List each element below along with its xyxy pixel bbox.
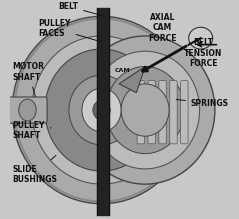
Text: PULLEY
SHAFT: PULLEY SHAFT xyxy=(12,121,51,140)
Ellipse shape xyxy=(189,27,213,49)
FancyBboxPatch shape xyxy=(8,97,47,123)
Ellipse shape xyxy=(93,100,110,120)
Text: BELT: BELT xyxy=(58,2,102,16)
Ellipse shape xyxy=(12,16,191,204)
Ellipse shape xyxy=(32,36,171,184)
Ellipse shape xyxy=(69,75,134,145)
Ellipse shape xyxy=(19,99,36,121)
Text: CAM: CAM xyxy=(115,68,130,73)
Text: BELT
TENSION
FORCE: BELT TENSION FORCE xyxy=(184,39,223,68)
Ellipse shape xyxy=(91,51,200,169)
Ellipse shape xyxy=(45,49,158,171)
Polygon shape xyxy=(119,67,145,93)
Ellipse shape xyxy=(106,67,184,154)
FancyBboxPatch shape xyxy=(181,81,188,144)
Text: AXIAL
CAM
FORCE: AXIAL CAM FORCE xyxy=(148,13,177,43)
Text: SPRINGS: SPRINGS xyxy=(176,99,229,108)
Text: MOTOR
SHAFT: MOTOR SHAFT xyxy=(12,62,44,97)
FancyBboxPatch shape xyxy=(159,81,166,144)
Text: SLIDE
BUSHINGS: SLIDE BUSHINGS xyxy=(12,155,57,184)
FancyBboxPatch shape xyxy=(170,81,177,144)
FancyBboxPatch shape xyxy=(148,81,155,144)
Ellipse shape xyxy=(121,84,169,136)
Ellipse shape xyxy=(82,88,121,132)
Text: PULLEY
FACES: PULLEY FACES xyxy=(38,19,101,42)
Ellipse shape xyxy=(75,36,215,184)
FancyBboxPatch shape xyxy=(137,81,145,144)
